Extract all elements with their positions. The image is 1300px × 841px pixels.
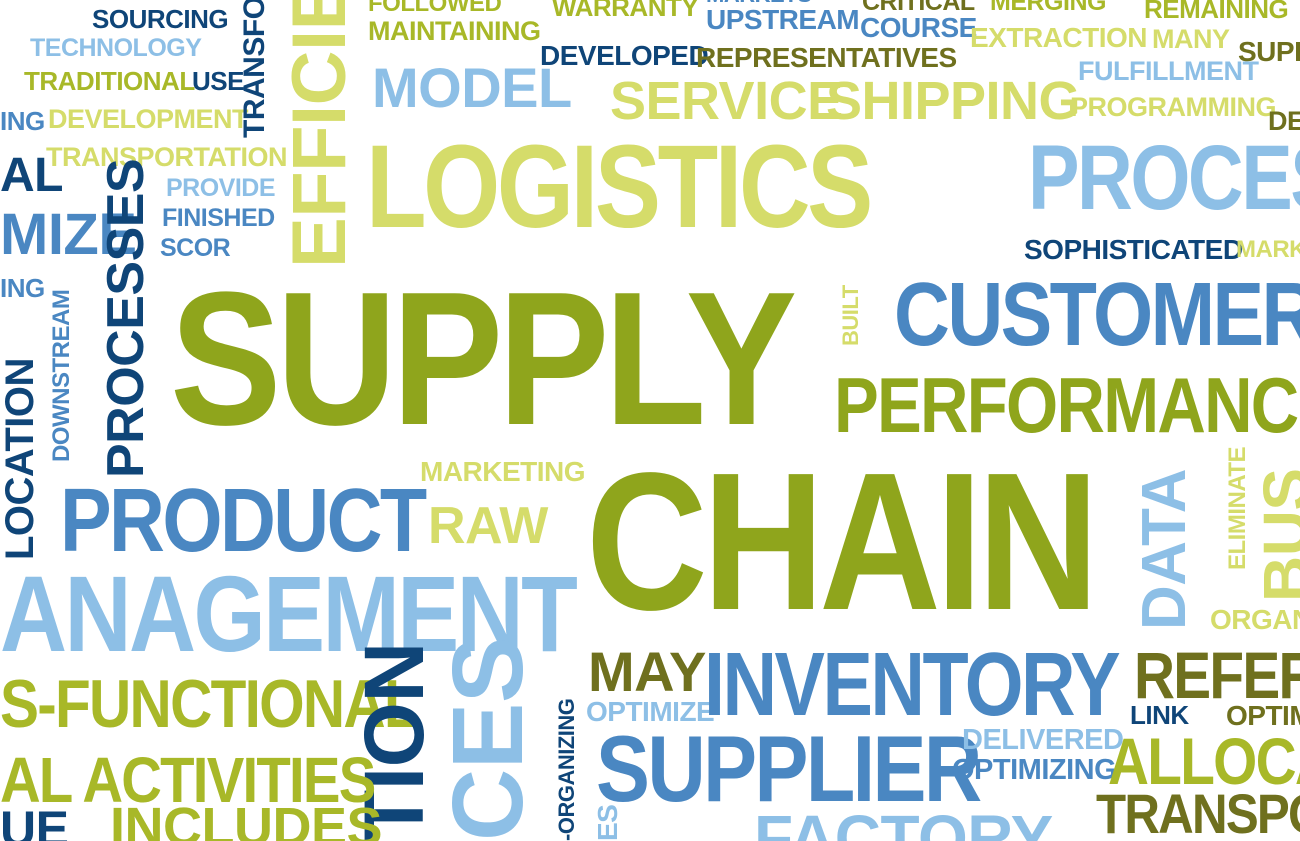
- word-factory: FACTORY: [754, 802, 1053, 841]
- word-chain: CHAIN: [586, 432, 1099, 651]
- word-ue: UE: [0, 801, 69, 841]
- word-eliminate-vertical: ELIMINATE: [1224, 446, 1251, 570]
- word-proces: PROCES: [1028, 127, 1300, 229]
- word-supp: SUPP: [1238, 36, 1300, 67]
- word-ing-mid: ING: [0, 273, 45, 303]
- word-de: DE: [1268, 106, 1300, 136]
- word-supplier: SUPPLIER: [596, 716, 982, 821]
- word-many: MANY: [1152, 24, 1230, 54]
- word-merging: MERGING: [990, 0, 1106, 16]
- word-development: DEVELOPMENT: [48, 104, 249, 134]
- word-marketing: MARKETING: [420, 456, 586, 487]
- word-processes-vertical: PROCESSES: [97, 158, 155, 478]
- word-provide: PROVIDE: [166, 174, 276, 202]
- word-mize: MIZE: [0, 202, 137, 267]
- word-fulfillment: FULFILLMENT: [1078, 56, 1259, 86]
- word-sophisticated: SOPHISTICATED: [1024, 234, 1243, 265]
- word-downstream-vertical: DOWNSTREAM: [48, 289, 75, 462]
- word-service: SERVICE: [610, 71, 843, 131]
- word-course: COURSE: [860, 12, 977, 43]
- word-includes: INCLUDES: [110, 797, 383, 841]
- word-anagement: ANAGEMENT: [0, 553, 578, 674]
- word-organizing-vertical: -ORGANIZING: [554, 698, 579, 841]
- word-maintaining: MAINTAINING: [368, 16, 541, 46]
- word-inventory: INVENTORY: [704, 635, 1121, 735]
- word-al-left: AL: [0, 149, 63, 202]
- word-critical: CRITICAL: [862, 0, 975, 16]
- word-finished: FINISHED: [162, 204, 275, 232]
- word-technology: TECHNOLOGY: [30, 34, 202, 62]
- word-al-activities: AL ACTIVITIES: [0, 744, 376, 816]
- word-use: USE: [192, 66, 244, 96]
- word-traditional: TRADITIONAL: [24, 66, 195, 96]
- word-bus-vertical: BUS: [1250, 468, 1300, 602]
- word-ces-vertical: CES: [432, 636, 544, 841]
- word-programming: PROGRAMMING: [1070, 92, 1277, 122]
- word-scor: SCOR: [160, 234, 231, 262]
- word-warranty: WARRANTY: [552, 0, 699, 22]
- word-upstream: UPSTREAM: [706, 4, 860, 35]
- word-efficie-vertical: EFFICIE: [277, 0, 362, 268]
- word-transform-vertical: TRANSFORM: [238, 0, 271, 138]
- word-raw: RAW: [428, 497, 548, 555]
- word-customer: CUSTOMER: [894, 265, 1300, 365]
- word-may: MAY: [588, 640, 706, 703]
- word-delivered: DELIVERED: [962, 724, 1124, 756]
- word-extraction: EXTRACTION: [970, 22, 1148, 53]
- word-optimizing: OPTIMIZING: [952, 754, 1117, 786]
- word-markets: MARKETS: [706, 0, 812, 6]
- word-allocat: ALLOCAT: [1108, 724, 1300, 798]
- word-representatives: REPRESENTATIVES: [696, 42, 957, 73]
- word-performanc: PERFORMANC: [834, 361, 1299, 449]
- word-ing-top: ING: [0, 106, 45, 136]
- word-optim: OPTIM: [1226, 700, 1300, 731]
- word-remaining: REMAINING: [1144, 0, 1289, 24]
- word-data-vertical: DATA: [1130, 469, 1199, 630]
- word-refere: REFERE: [1134, 638, 1300, 712]
- word-product: PRODUCT: [60, 471, 427, 571]
- word-transportation: TRANSPORTATION: [46, 142, 287, 172]
- word-location-vertical: LOCATION: [0, 358, 42, 560]
- word-shipping: SHIPPING: [826, 71, 1081, 131]
- word-optimize: OPTIMIZE: [586, 696, 715, 727]
- word-mark: MARK: [1236, 236, 1300, 263]
- word-built-vertical: BUILT: [838, 285, 863, 346]
- word-logistics: LOGISTICS: [366, 121, 873, 253]
- word-link: LINK: [1130, 700, 1189, 730]
- word-s-functional: S-FUNCTIONAL: [0, 666, 420, 742]
- word-organ: ORGANI: [1210, 604, 1300, 635]
- word-followed: FOLLOWED: [368, 0, 502, 17]
- word-transpo: TRANSPO: [1096, 782, 1300, 841]
- word-supply: SUPPLY: [170, 253, 797, 465]
- word-sourcing: SOURCING: [92, 4, 229, 34]
- word-es-vertical: ES: [592, 804, 623, 841]
- word-model: MODEL: [372, 56, 572, 119]
- word-developed: DEVELOPED: [540, 40, 709, 71]
